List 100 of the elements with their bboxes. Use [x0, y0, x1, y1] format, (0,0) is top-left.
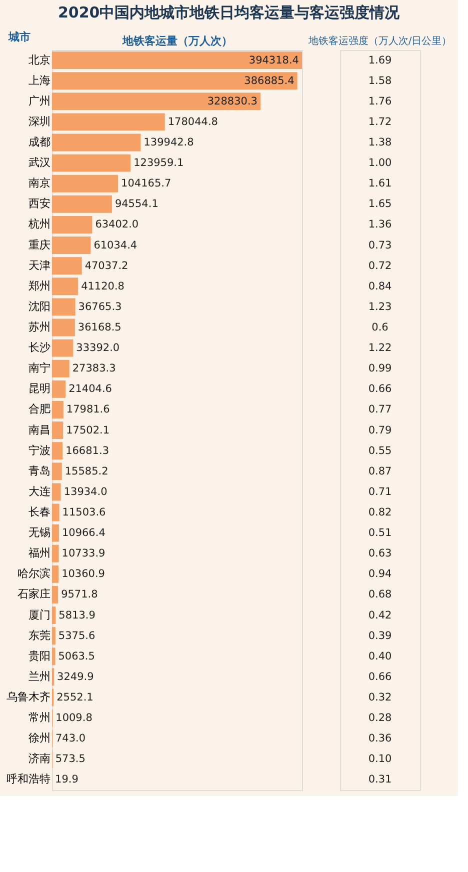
data-label: 3249.9 [57, 670, 94, 683]
data-label: 10733.9 [62, 548, 106, 560]
bar [52, 627, 56, 645]
data-label: 386885.4 [244, 74, 295, 87]
y-axis-title: 城市 [8, 30, 30, 44]
data-label: 0.79 [368, 424, 392, 436]
data-label: 33392.0 [76, 342, 120, 354]
y-tick-label: 无锡 [28, 526, 50, 540]
bar [52, 92, 260, 110]
bar [52, 318, 75, 336]
data-label: 13934.0 [64, 486, 108, 498]
data-label: 0.77 [368, 404, 392, 416]
data-label: 178044.8 [168, 116, 218, 128]
y-tick-label: 北京 [28, 53, 50, 66]
text: 地铁客运强度（万人次/日公里） [307, 35, 452, 47]
data-label: 743.0 [55, 732, 86, 745]
data-label: 573.5 [55, 753, 86, 766]
data-label: 0.10 [368, 753, 392, 766]
data-label: 17981.6 [66, 404, 110, 416]
data-label: 16681.3 [66, 444, 109, 457]
y-tick-label: 南宁 [28, 362, 50, 375]
data-label: 0.36 [368, 732, 392, 745]
bar [52, 339, 74, 357]
bar [52, 360, 70, 378]
bar [52, 524, 59, 542]
data-label: 1.65 [368, 198, 392, 210]
data-label: 0.68 [368, 588, 392, 601]
data-label: 1.36 [368, 218, 392, 231]
y-tick-label: 徐州 [28, 732, 50, 745]
y-tick-label: 贵阳 [28, 649, 50, 662]
data-label: 394318.4 [248, 54, 300, 66]
bar [52, 236, 91, 254]
bar [52, 586, 58, 604]
bar [52, 606, 56, 624]
bar [52, 648, 56, 666]
y-tick-label: 乌鲁木齐 [6, 690, 50, 704]
data-label: 0.94 [368, 568, 392, 580]
bar [52, 483, 61, 501]
data-label: 1.00 [368, 157, 392, 170]
data-label: 5375.6 [58, 630, 96, 642]
y-tick-label: 南昌 [28, 423, 50, 436]
data-label: 0.6 [372, 322, 389, 334]
bar [52, 154, 131, 172]
y-tick-label: 上海 [28, 74, 50, 87]
data-label: 104165.7 [121, 178, 172, 190]
data-label: 10360.9 [62, 568, 105, 580]
y-tick-label: 重庆 [28, 238, 50, 252]
data-label: 17502.1 [66, 424, 110, 436]
bar [52, 195, 112, 213]
data-label: 1.38 [368, 136, 392, 148]
y-tick-label: 哈尔滨 [18, 567, 50, 580]
bar [52, 504, 60, 522]
chart-title: 2020中国内地城市地铁日均客运量与客运强度情况 [58, 4, 401, 22]
data-label: 21404.6 [68, 383, 112, 396]
y-tick-label: 南京 [28, 176, 50, 190]
data-label: 0.55 [368, 444, 392, 457]
y-tick-label: 常州 [28, 711, 50, 724]
y-tick-label: 武汉 [28, 156, 50, 170]
y-tick-label: 青岛 [28, 464, 50, 478]
data-label: 9571.8 [61, 588, 98, 601]
data-label: 36168.5 [78, 322, 122, 334]
bar [52, 422, 64, 440]
data-label: 47037.2 [84, 260, 128, 272]
y-tick-label: 长沙 [28, 341, 50, 354]
bar [52, 565, 59, 583]
bar [52, 72, 298, 90]
y-tick-label: 宁波 [28, 444, 50, 457]
y-tick-label: 石家庄 [18, 588, 50, 601]
data-label: 1.76 [368, 95, 392, 108]
bar [52, 462, 62, 480]
y-tick-label: 呼和浩特 [6, 772, 50, 786]
bar [52, 298, 76, 316]
y-tick-label: 福州 [28, 546, 50, 560]
data-label: 27383.3 [72, 362, 116, 375]
data-label: 0.73 [368, 239, 392, 252]
data-label: 0.63 [368, 548, 392, 560]
data-label: 1009.8 [56, 712, 92, 724]
bar [52, 442, 63, 460]
y-tick-label: 成都 [28, 136, 50, 148]
y-tick-label: 厦门 [28, 608, 50, 622]
bar [52, 216, 92, 234]
data-label: 15585.2 [64, 465, 108, 478]
data-label: 0.84 [368, 280, 392, 292]
data-label: 123959.1 [134, 157, 184, 170]
data-label: 0.32 [368, 692, 392, 704]
bar [52, 544, 59, 562]
data-label: 139942.8 [144, 136, 194, 148]
y-tick-label: 西安 [28, 197, 50, 210]
data-label: 63402.0 [95, 218, 139, 231]
bar [52, 400, 64, 418]
y-tick-label: 昆明 [28, 382, 50, 396]
data-label: 0.28 [368, 712, 392, 724]
bar [52, 52, 302, 70]
bar [52, 278, 78, 296]
data-label: 0.82 [368, 506, 392, 518]
data-label: 0.66 [368, 383, 392, 396]
data-label: 328830.3 [207, 95, 258, 108]
data-label: 0.66 [368, 670, 392, 683]
y-tick-label: 郑州 [28, 279, 50, 292]
data-label: 0.72 [368, 260, 392, 272]
